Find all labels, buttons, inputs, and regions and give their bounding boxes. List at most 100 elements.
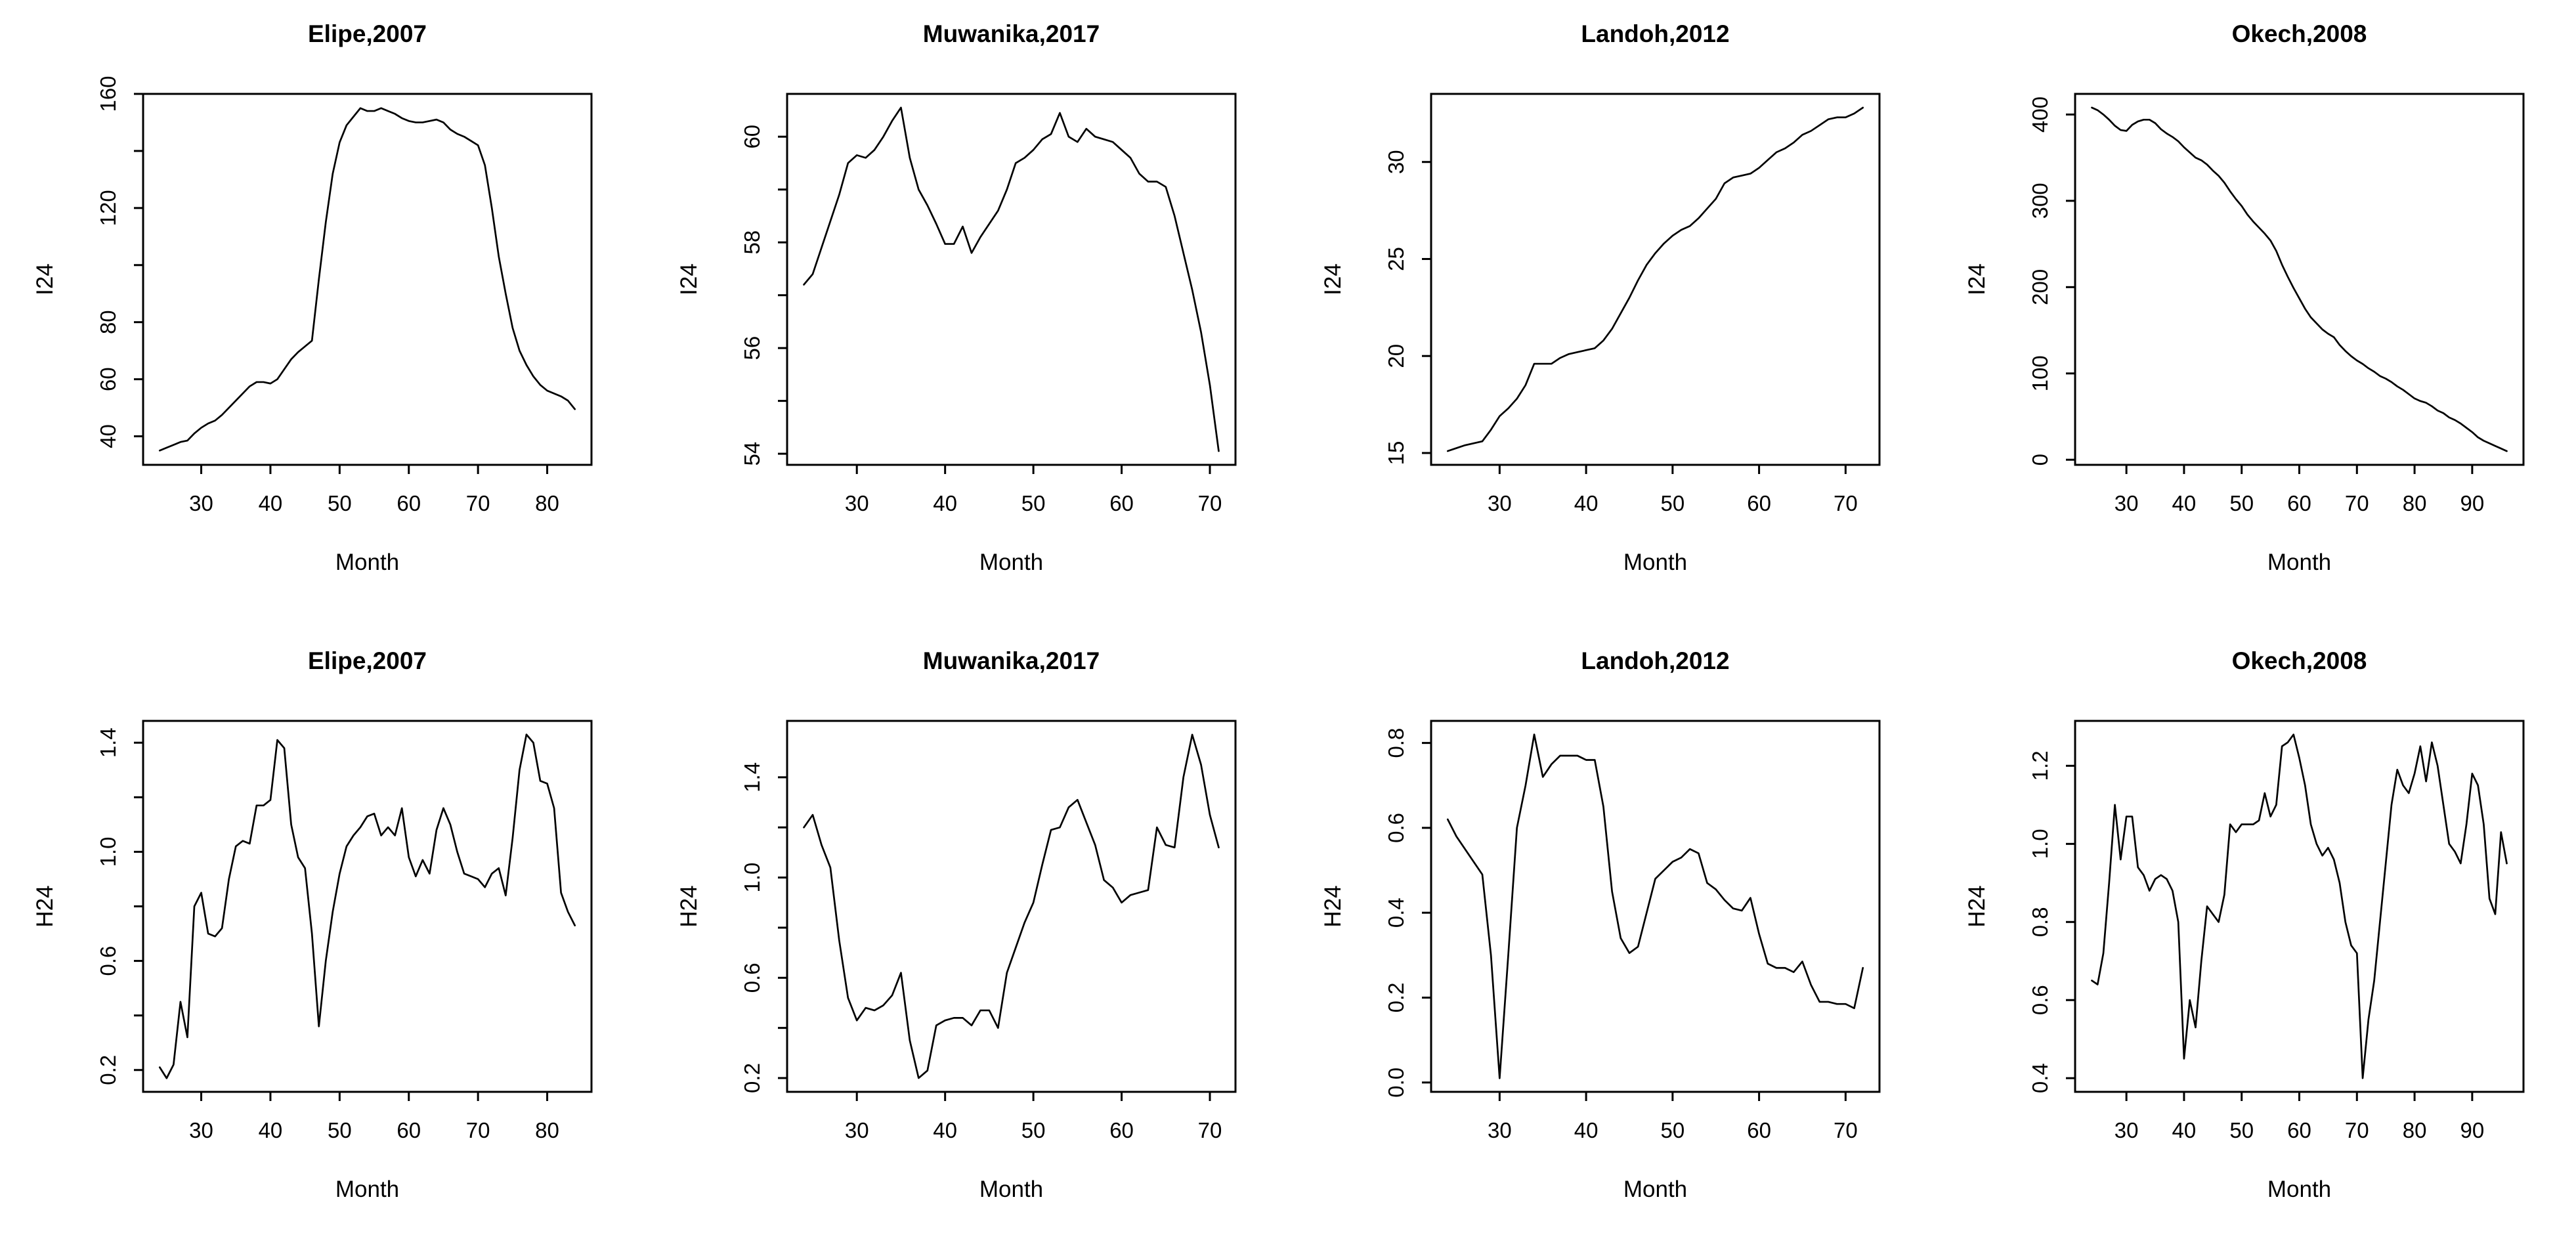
y-tick-label: 20 (1384, 344, 1408, 368)
x-tick-label: 70 (1834, 491, 1858, 515)
y-tick-label: 200 (2028, 269, 2052, 305)
x-tick-label: 60 (2287, 1118, 2311, 1142)
plot-panel-i24-2: Landoh,2012 30 40 50 60 70 15 20 25 30 Month I24 (1288, 0, 1932, 627)
series-line (2091, 106, 2508, 452)
y-tick-label: 0.8 (2028, 907, 2052, 937)
series-line (803, 106, 1220, 452)
series-line (803, 733, 1220, 1079)
y-tick-label: 58 (740, 230, 764, 255)
plot-svg: Muwanika,2017 30 40 50 60 70 54 56 58 60 Month I24 (676, 20, 1237, 575)
y-tick-label: 30 (1384, 150, 1408, 174)
plot-panel-h24-2: Landoh,2012 30 40 50 60 70 0.0 0.2 0.4 0.6 0.8 Mont… (1288, 627, 1932, 1254)
plot-box (1430, 93, 1881, 466)
x-axis-title: Month (2267, 1177, 2331, 1202)
x-tick-label: 80 (2403, 1118, 2427, 1142)
y-tick-label: 400 (2028, 97, 2052, 133)
x-tick-label: 50 (1021, 491, 1046, 515)
x-tick-label: 40 (1574, 491, 1599, 515)
x-tick-label: 80 (535, 491, 559, 515)
plot-title: Okech,2008 (2232, 647, 2367, 674)
x-tick-label: 60 (1109, 491, 1134, 515)
x-tick-label: 80 (2403, 491, 2427, 515)
x-tick-label: 50 (328, 1118, 352, 1142)
plot-svg: Muwanika,2017 30 40 50 60 70 0.2 0.6 1.0 1.4 Month… (676, 647, 1237, 1202)
x-axis-title: Month (335, 550, 399, 575)
plot-title: Okech,2008 (2232, 20, 2367, 47)
y-tick-label: 160 (96, 76, 120, 112)
plot-box (786, 93, 1237, 466)
plot-panel-h24-1: Muwanika,2017 30 40 50 60 70 0.2 0.6 1.0 1.4 Month… (644, 627, 1288, 1254)
x-tick-label: 30 (1488, 491, 1512, 515)
y-tick-label: 1.4 (96, 727, 120, 758)
y-axis-title: H24 (1964, 885, 1990, 927)
y-tick-label: 54 (740, 442, 764, 466)
y-tick-label: 0.2 (1384, 983, 1408, 1013)
x-tick-label: 70 (2345, 491, 2369, 515)
plot-panel-h24-0: Elipe,2007 30 40 50 60 70 80 0.2 0.6 1.0 1.4 Month H… (0, 627, 644, 1254)
x-tick-label: 50 (1021, 1118, 1046, 1142)
x-tick-label: 90 (2460, 491, 2485, 515)
x-tick-label: 70 (1198, 491, 1222, 515)
y-tick-label: 0.8 (1384, 728, 1408, 758)
plot-panel-i24-0: Elipe,2007 30 40 50 60 70 80 40 60 80 120 160 Month I… (0, 0, 644, 627)
plot-panel-i24-1: Muwanika,2017 30 40 50 60 70 54 56 58 60 Month I24 (644, 0, 1288, 627)
y-tick-label: 100 (2028, 355, 2052, 391)
x-tick-label: 30 (189, 491, 213, 515)
x-tick-label: 60 (397, 491, 421, 515)
x-tick-label: 70 (1834, 1118, 1858, 1142)
y-axis-title: I24 (32, 263, 58, 295)
x-tick-label: 50 (1660, 491, 1685, 515)
plot-box (142, 720, 593, 1093)
y-tick-label: 1.0 (740, 863, 764, 893)
y-axis-title: H24 (32, 885, 58, 927)
plot-box (786, 720, 1237, 1093)
x-tick-label: 70 (466, 1118, 490, 1142)
x-tick-label: 30 (845, 491, 869, 515)
x-axis-title: Month (979, 1177, 1043, 1202)
y-axis-title: I24 (676, 263, 702, 295)
y-tick-label: 1.0 (96, 836, 120, 867)
plot-box (2074, 720, 2525, 1093)
y-tick-label: 0.2 (740, 1063, 764, 1093)
plot-title: Elipe,2007 (308, 20, 427, 47)
plot-svg: Landoh,2012 30 40 50 60 70 15 20 25 30 Month I24 (1320, 20, 1881, 575)
y-tick-label: 120 (96, 190, 120, 226)
y-tick-label: 0.6 (2028, 985, 2052, 1015)
x-tick-label: 80 (535, 1118, 559, 1142)
x-tick-label: 40 (1574, 1118, 1599, 1142)
y-tick-label: 0.4 (1384, 897, 1408, 928)
y-tick-label: 0.4 (2028, 1063, 2052, 1093)
y-tick-label: 80 (96, 310, 120, 334)
x-tick-label: 70 (466, 491, 490, 515)
x-tick-label: 60 (1747, 491, 1771, 515)
y-tick-label: 60 (740, 125, 764, 149)
plot-box (142, 93, 593, 466)
x-tick-label: 30 (2114, 491, 2139, 515)
x-tick-label: 40 (2172, 1118, 2197, 1142)
y-tick-label: 1.4 (740, 762, 764, 792)
plot-svg: Okech,2008 30 40 50 60 70 80 90 0 100 200 300 400 Mon… (1964, 20, 2525, 575)
x-tick-label: 60 (397, 1118, 421, 1142)
y-axis-title: H24 (676, 885, 702, 927)
x-tick-label: 50 (2229, 491, 2254, 515)
y-tick-label: 1.0 (2028, 829, 2052, 859)
series-line (1446, 106, 1864, 452)
x-tick-label: 40 (259, 491, 283, 515)
x-tick-label: 40 (933, 1118, 957, 1142)
plot-panel-i24-3: Okech,2008 30 40 50 60 70 80 90 0 100 200 300 400 Mon… (1932, 0, 2576, 627)
x-axis-title: Month (1623, 1177, 1687, 1202)
x-tick-label: 90 (2460, 1118, 2485, 1142)
x-tick-label: 70 (1198, 1118, 1222, 1142)
y-tick-label: 0.0 (1384, 1068, 1408, 1098)
x-tick-label: 60 (1109, 1118, 1134, 1142)
plot-title: Muwanika,2017 (923, 20, 1100, 47)
y-tick-label: 56 (740, 336, 764, 360)
x-axis-title: Month (1623, 550, 1687, 575)
x-tick-label: 50 (1660, 1118, 1685, 1142)
plot-panel-h24-3: Okech,2008 30 40 50 60 70 80 90 0.4 0.6 0.8 1.0 1.2 M… (1932, 627, 2576, 1254)
x-axis-title: Month (979, 550, 1043, 575)
x-tick-label: 60 (1747, 1118, 1771, 1142)
plot-svg: Okech,2008 30 40 50 60 70 80 90 0.4 0.6 0.8 1.0 1.2 M… (1964, 647, 2525, 1202)
x-tick-label: 40 (933, 491, 957, 515)
